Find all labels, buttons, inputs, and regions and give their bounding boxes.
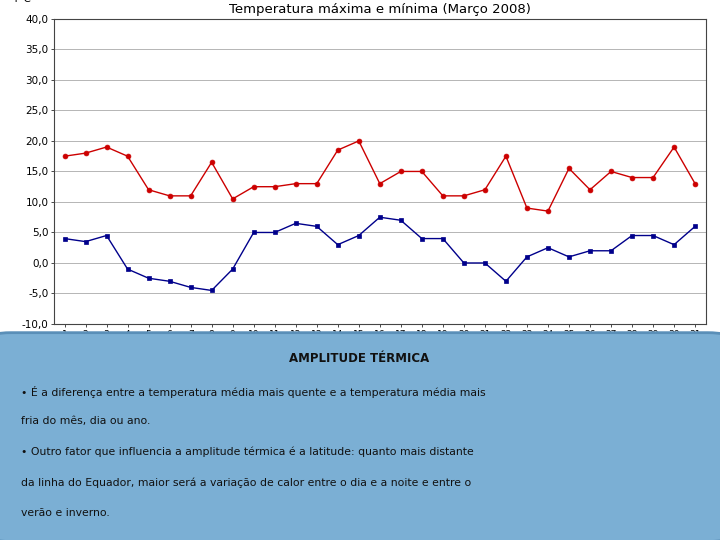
Text: da linha do Equador, maior será a variação de calor entre o dia e a noite e entr: da linha do Equador, maior será a variaç… [22, 477, 472, 488]
Text: T°C: T°C [12, 0, 30, 4]
Text: • Outro fator que influencia a amplitude térmica é a latitude: quanto mais dista: • Outro fator que influencia a amplitude… [22, 447, 474, 457]
Text: • É a diferença entre a temperatura média mais quente e a temperatura média mais: • É a diferença entre a temperatura médi… [22, 386, 486, 398]
Text: fria do mês, dia ou ano.: fria do mês, dia ou ano. [22, 416, 150, 427]
Title: Temperatura máxima e mínima (Março 2008): Temperatura máxima e mínima (Março 2008) [229, 3, 531, 16]
Text: AMPLITUDE TÉRMICA: AMPLITUDE TÉRMICA [289, 353, 429, 366]
FancyBboxPatch shape [0, 333, 720, 540]
Text: verão e inverno.: verão e inverno. [22, 508, 110, 518]
